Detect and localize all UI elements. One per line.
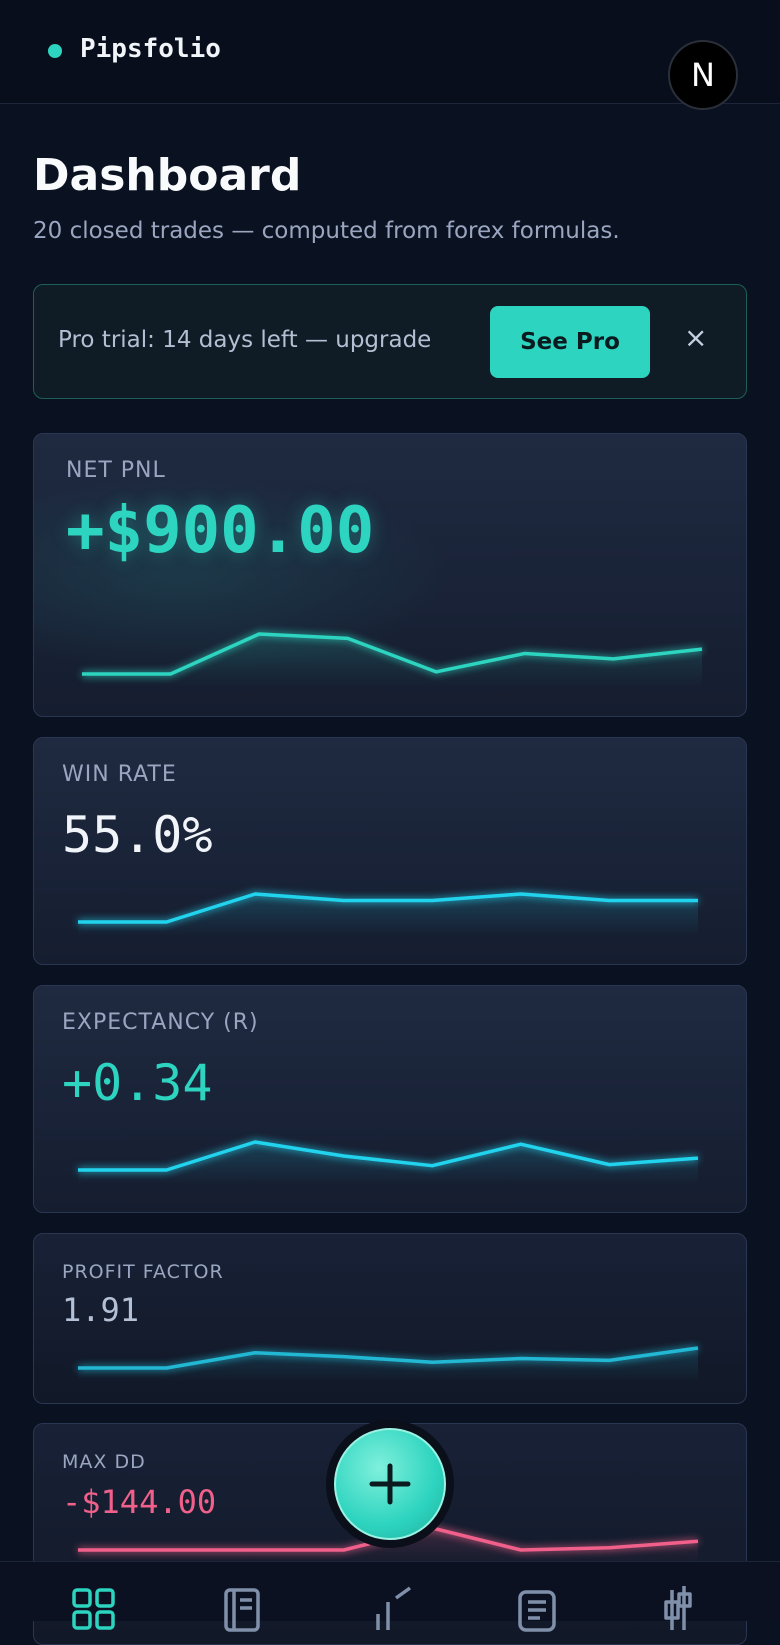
banner: Pro trial: 14 days left — upgrade See Pr… [33,284,747,399]
sparkline-line [78,892,698,924]
sparkline-area [78,1142,698,1184]
banner-text: Pro trial: 14 days left — upgrade [58,327,432,353]
metric-card: PROFIT FACTOR 1.91 [33,1233,747,1404]
sparkline-line [78,1140,699,1172]
nav-icons [72,1586,692,1632]
metric-value: +$900.00 [66,493,375,568]
metric-value: -$144.00 [62,1482,217,1521]
metric-card: WIN RATE 55.0% [33,737,747,965]
sparkline-line [78,1346,699,1370]
status-dot [48,44,62,58]
sparkline [78,892,698,936]
metric-value: 1.91 [62,1290,140,1329]
add-trade-button[interactable] [334,1428,446,1540]
close-button[interactable]: × [684,321,708,354]
bottom-nav [0,1561,780,1632]
metric-label: EXPECTANCY (R) [62,1010,259,1035]
page-title: Dashboard [33,150,302,201]
metric-value: +0.34 [62,1054,213,1112]
see-pro-button[interactable]: See Pro [490,306,650,378]
sparkline-area [82,634,702,688]
sparkline-line [82,632,703,676]
metric-card: EXPECTANCY (R) +0.34 [33,985,747,1213]
metric-label: NET PNL [66,458,166,483]
sparkline [78,1346,699,1382]
sparkline-area [78,894,698,936]
brand[interactable]: Pipsfolio [80,34,221,64]
metric-card: NET PNL +$900.00 [33,433,747,717]
metric-value: 55.0% [62,806,213,864]
sparkline-area [78,1348,698,1382]
metric-label: WIN RATE [62,762,177,787]
header: Pipsfolio N [0,0,780,110]
plus-icon [369,1463,411,1505]
sparkline [78,1140,699,1184]
metric-label: MAX DD [62,1451,146,1473]
sparkline [82,632,703,688]
metric-label: PROFIT FACTOR [62,1261,224,1283]
avatar[interactable]: N [668,40,738,110]
page-subtitle: 20 closed trades — computed from forex f… [33,218,620,244]
